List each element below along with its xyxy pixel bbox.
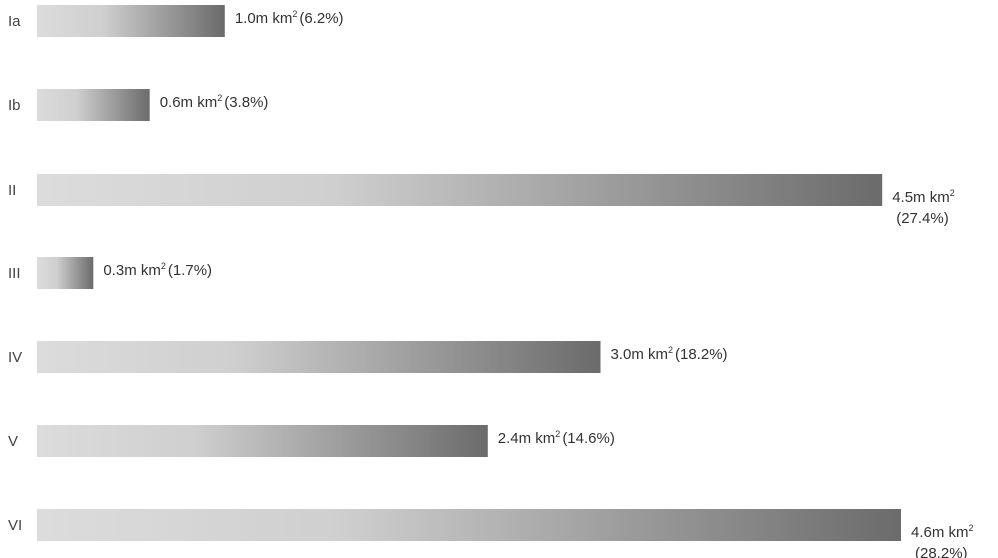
category-label: II	[8, 182, 16, 199]
bar	[37, 509, 901, 541]
category-label: III	[8, 265, 21, 282]
value-label: 0.3m km2 (1.7%)	[103, 261, 212, 279]
value-label: 4.6m km2 (28.2%)	[911, 523, 974, 558]
bar	[37, 425, 488, 457]
category-label: Ia	[8, 13, 21, 30]
bar	[37, 89, 150, 121]
value-label: 0.6m km2 (3.8%)	[160, 93, 269, 111]
value-label: 2.4m km2 (14.6%)	[498, 429, 615, 447]
bar	[37, 257, 94, 289]
bar	[37, 5, 225, 37]
value-label: 3.0m km2 (18.2%)	[610, 345, 727, 363]
value-label: 1.0m km2 (6.2%)	[235, 9, 344, 27]
category-label: V	[8, 433, 18, 450]
category-label: Ib	[8, 97, 21, 114]
bar	[37, 341, 601, 373]
value-label: 4.5m km2 (27.4%)	[892, 188, 955, 227]
category-label: VI	[8, 517, 22, 534]
category-label: IV	[8, 349, 22, 366]
bar	[37, 174, 883, 206]
